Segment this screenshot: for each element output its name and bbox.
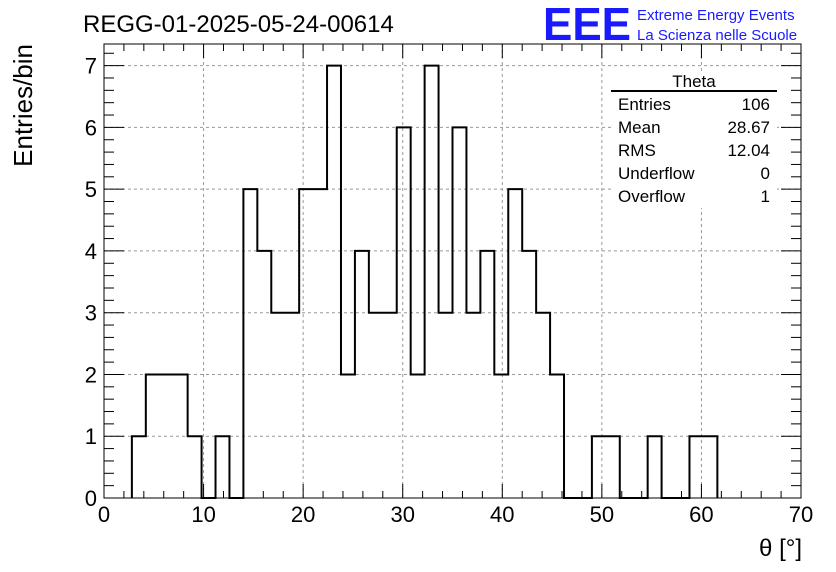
stats-value: 28.67: [727, 118, 770, 137]
eee-logo-mark: EEE: [543, 0, 631, 50]
eee-logo-line2: La Scienza nelle Scuole: [637, 27, 797, 44]
y-axis-label: Entries/bin: [8, 44, 38, 167]
x-tick-label: 20: [291, 502, 315, 527]
eee-logo: EEE Extreme Energy Events La Scienza nel…: [543, 0, 797, 50]
eee-logo-line1: Extreme Energy Events: [637, 7, 795, 24]
axis-ticks: [103, 44, 802, 499]
x-tick-label: 10: [191, 502, 215, 527]
x-axis-label: θ [°]: [759, 535, 802, 562]
y-tick-label: 1: [85, 424, 97, 449]
histogram-outline: [130, 64, 719, 499]
stats-rows: Entries 106 Mean 28.67 RMS 12.04 Underflow 0 Ove…: [618, 95, 770, 206]
y-tick-label: 3: [85, 301, 97, 326]
stats-value: 106: [742, 95, 770, 114]
stats-value: 0: [761, 164, 770, 183]
x-tick-label: 70: [789, 502, 813, 527]
y-tick-label: 5: [85, 177, 97, 202]
y-tick-label: 0: [85, 486, 97, 511]
stats-label: RMS: [618, 141, 656, 160]
stats-label: Entries: [618, 95, 671, 114]
x-tick-label: 30: [390, 502, 414, 527]
y-tick-label: 2: [85, 362, 97, 387]
stats-value: 12.04: [727, 141, 770, 160]
stats-label: Underflow: [618, 164, 695, 183]
y-tick-label: 6: [85, 115, 97, 140]
x-tick-label: 0: [98, 502, 110, 527]
y-tick-label: 7: [85, 54, 97, 79]
stats-box: Theta Entries 106 Mean 28.67 RMS 12.04 Underfl…: [611, 72, 777, 208]
chart-title: REGG-01-2025-05-24-00614: [83, 11, 394, 38]
plot-frame: [103, 43, 802, 499]
stats-title: Theta: [672, 72, 716, 91]
y-tick-labels: 0 1 2 3 4 5 6 7: [85, 54, 97, 511]
x-tick-label: 40: [490, 502, 514, 527]
stats-label: Overflow: [618, 187, 686, 206]
y-tick-label: 4: [85, 239, 97, 264]
stats-value: 1: [761, 187, 770, 206]
x-tick-label: 60: [689, 502, 713, 527]
x-tick-label: 50: [590, 502, 614, 527]
x-tick-labels: 0 10 20 30 40 50 60 70: [98, 502, 813, 527]
stats-label: Mean: [618, 118, 661, 137]
